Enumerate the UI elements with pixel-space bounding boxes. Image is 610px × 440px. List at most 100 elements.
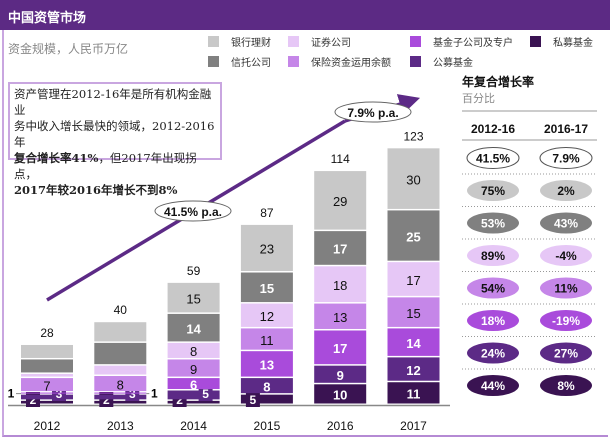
cagr-pill — [540, 277, 592, 299]
segment-label: 1 — [8, 387, 15, 401]
note-bold: 2017年较2016年增长不到8% — [14, 183, 178, 197]
cagr-value: 11% — [554, 282, 578, 296]
segment-label: 15 — [260, 281, 274, 296]
bar-segment — [167, 359, 220, 377]
bar-segment — [387, 210, 440, 261]
bar-segment — [21, 392, 73, 394]
segment-label: 17 — [333, 242, 347, 257]
page-title: 中国资管市场 — [8, 11, 87, 26]
x-tick-label: 2014 — [180, 419, 207, 433]
cagr-annotation: 41.5% p.a. — [164, 205, 222, 219]
legend-swatch — [208, 36, 219, 47]
header-bar: 中国资管市场 — [0, 0, 610, 30]
segment-label: 10 — [333, 388, 347, 403]
cagr-value: 7.9% — [552, 152, 580, 166]
segment-label: 12 — [406, 363, 420, 378]
segment-label: 23 — [260, 242, 274, 257]
legend-item: 证券公司 — [288, 34, 351, 49]
cagr-pill — [467, 245, 519, 266]
segment-label: 15 — [406, 306, 420, 321]
bar-segment — [314, 231, 367, 265]
bar-segment — [167, 378, 220, 390]
bar-segment — [21, 373, 73, 377]
cagr-value: 2% — [557, 184, 575, 198]
segment-label: 14 — [186, 321, 201, 336]
segment-label: 5 — [250, 393, 257, 407]
segment-label: 13 — [333, 310, 347, 325]
bar-segment — [167, 400, 220, 404]
cagr-value: 41.5% — [476, 152, 510, 166]
cagr-pill — [540, 310, 592, 331]
segment-label: 1 — [151, 387, 158, 401]
bar-segment — [94, 365, 147, 375]
legend-swatch — [288, 56, 299, 67]
bar-segment — [314, 330, 367, 365]
segment-label: 13 — [260, 358, 274, 373]
cagr-column-header: 2016-17 — [544, 122, 588, 136]
cagr-value: 8% — [557, 379, 575, 393]
x-tick-label: 2016 — [327, 419, 354, 433]
unit-label: 资金规模，人民币万亿 — [8, 42, 129, 56]
cagr-value: 44% — [481, 379, 505, 393]
segment-label: 3 — [56, 387, 63, 401]
cagr-subtitle: 百分比 — [462, 92, 495, 105]
segment-label: 3 — [129, 387, 136, 401]
legend-item: 私募基金 — [530, 34, 593, 49]
cagr-value: 75% — [481, 184, 505, 198]
cagr-value: -4% — [555, 249, 577, 263]
note-line: 务中收入增长最快的领域，2012-2016年 — [14, 119, 215, 149]
segment-label: 17 — [406, 273, 420, 288]
cagr-pill — [540, 375, 592, 396]
bar-segment — [21, 400, 73, 404]
note-line: 2017年较2016年增长不到8% — [14, 182, 216, 198]
cagr-value: 43% — [554, 217, 578, 231]
segment-label: 2 — [103, 393, 110, 407]
segment-label: 29 — [333, 194, 347, 209]
bar-segment — [240, 303, 293, 327]
bar-segment — [240, 394, 293, 404]
legend-label: 证券公司 — [311, 38, 351, 49]
segment-label: 30 — [406, 172, 420, 187]
x-tick-label: 2012 — [34, 419, 61, 433]
bar-segment — [167, 313, 220, 342]
cagr-value: 18% — [481, 314, 505, 328]
cagr-annotation-ellipse — [334, 101, 412, 123]
segment-label: 12 — [260, 309, 274, 324]
bar-segment — [387, 297, 440, 327]
segment-label: 8 — [117, 377, 124, 392]
bar-segment — [314, 365, 367, 383]
bar-segment — [94, 322, 147, 342]
total-label: 87 — [260, 206, 274, 220]
legend-label: 保险资金运用余额 — [311, 58, 391, 69]
note-box: 资产管理在2012-16年是所有机构金融业 务中收入增长最快的领域，2012-2… — [8, 82, 222, 197]
segment-label: 2 — [30, 393, 37, 407]
legend-label: 私募基金 — [553, 38, 593, 49]
bar-segment — [167, 390, 220, 400]
x-tick-label: 2017 — [400, 419, 427, 433]
cagr-column-header: 2012-16 — [471, 122, 515, 136]
cagr-pill — [539, 147, 593, 169]
bar-segment — [21, 394, 73, 400]
segment-label: 18 — [333, 278, 347, 293]
x-tick-label: 2013 — [107, 419, 134, 433]
legend-swatch — [288, 36, 299, 47]
cagr-annotation-ellipse — [154, 200, 232, 222]
legend-label: 基金子公司及专户 — [433, 38, 513, 49]
cagr-value: 89% — [481, 249, 505, 263]
segment-label: 8 — [190, 344, 197, 359]
bar-segment — [21, 378, 73, 392]
cagr-pill — [467, 277, 519, 299]
bar-segment — [167, 282, 220, 313]
cagr-value: 27% — [554, 347, 578, 361]
cagr-pill — [540, 245, 592, 266]
bar-segment — [314, 303, 367, 329]
label-box — [245, 392, 260, 407]
bar-segment — [387, 148, 440, 209]
bar-segment — [94, 342, 147, 365]
bar-segment — [21, 344, 73, 358]
total-label: 40 — [114, 303, 128, 317]
segment-label: 17 — [333, 341, 347, 356]
cagr-value: -19% — [552, 314, 580, 328]
